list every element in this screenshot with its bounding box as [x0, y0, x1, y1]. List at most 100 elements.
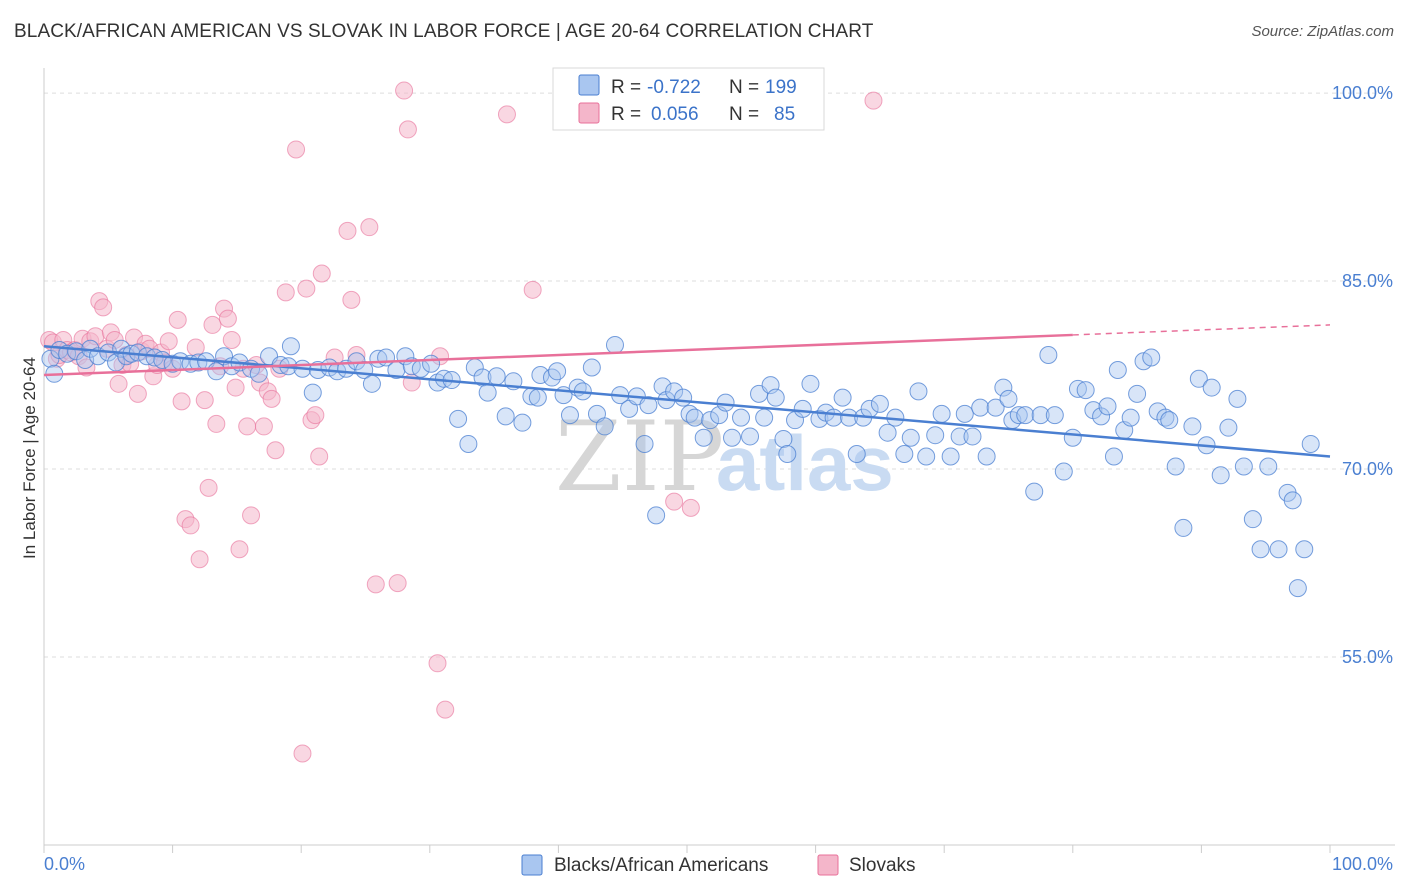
slovak-point — [230, 540, 249, 559]
slovak-point — [254, 417, 273, 436]
slovak-point — [266, 441, 285, 460]
watermark-atlas: atlas — [716, 419, 894, 507]
black-point — [303, 383, 322, 402]
y-tick-label: 100.0% — [1332, 83, 1393, 103]
black-point — [986, 398, 1005, 417]
y-tick-label: 55.0% — [1342, 647, 1393, 667]
black-point — [1121, 408, 1140, 427]
legend-r-label: R = — [611, 104, 641, 125]
black-point — [909, 382, 928, 401]
legend-swatch-slovaks — [817, 854, 839, 876]
slovak-point — [306, 406, 325, 425]
legend-r-value: 0.056 — [651, 104, 699, 125]
slovak-point — [276, 283, 295, 302]
slovak-point — [665, 492, 684, 511]
black-point — [950, 427, 969, 446]
slovak-point — [181, 516, 200, 535]
black-point — [674, 388, 693, 407]
black-point — [1009, 406, 1028, 425]
black-point — [1054, 462, 1073, 481]
legend-n-value: 199 — [765, 77, 797, 98]
black-point — [1076, 381, 1095, 400]
slovak-point — [94, 298, 113, 317]
black-point — [685, 408, 704, 427]
black-point — [1092, 407, 1111, 426]
black-point — [694, 428, 713, 447]
black-point — [1045, 406, 1064, 425]
black-point — [833, 388, 852, 407]
black-point — [847, 444, 866, 463]
x-tick-label: 0.0% — [44, 854, 85, 874]
slovak-point — [203, 315, 222, 334]
black-point — [1295, 540, 1314, 559]
slovak-point — [222, 330, 241, 349]
slovak-point — [395, 81, 414, 100]
black-point — [528, 388, 547, 407]
slovak-point — [172, 392, 191, 411]
black-point — [977, 447, 996, 466]
legend-r-label: R = — [611, 77, 641, 98]
black-point — [1039, 345, 1058, 364]
black-point — [774, 429, 793, 448]
black-point — [487, 367, 506, 386]
black-point — [1104, 447, 1123, 466]
black-point — [1016, 406, 1035, 425]
black-point — [955, 404, 974, 423]
black-point — [878, 423, 897, 442]
black-point — [635, 434, 654, 453]
black-point — [870, 394, 889, 413]
black-point — [1166, 457, 1185, 476]
black-point — [971, 398, 990, 417]
slovak-point — [360, 218, 379, 237]
black-point — [422, 354, 441, 373]
black-point — [716, 393, 735, 412]
series-legend: Blacks/African Americans Slovaks — [521, 854, 916, 876]
y-axis-label: In Labor Force | Age 20-64 — [20, 357, 39, 559]
black-point — [207, 362, 226, 381]
legend-r-value: -0.722 — [647, 77, 701, 98]
black-point — [548, 362, 567, 381]
black-point — [1063, 428, 1082, 447]
black-point — [1202, 378, 1221, 397]
black-point — [840, 408, 859, 427]
black-point — [1142, 348, 1161, 367]
black-point — [560, 406, 579, 425]
black-point — [1228, 389, 1247, 408]
black-point — [1234, 457, 1253, 476]
black-point — [999, 389, 1018, 408]
black-point — [531, 366, 550, 385]
slovak-trend-line — [43, 333, 1073, 377]
slovak-point — [497, 105, 516, 124]
y-tick-label: 70.0% — [1342, 459, 1393, 479]
slovak-point — [864, 91, 883, 110]
black-point — [1174, 518, 1193, 537]
slovak-point — [681, 498, 700, 517]
slovak-point — [218, 309, 237, 328]
black-point — [1098, 397, 1117, 416]
black-point — [917, 447, 936, 466]
stats-legend: R = -0.722 N = 199 R = 0.056 N = 85 — [552, 67, 825, 131]
slovak-point — [159, 332, 178, 351]
slovak-point — [238, 417, 257, 436]
black-point — [755, 408, 774, 427]
black-point — [1301, 434, 1320, 453]
black-point — [741, 427, 760, 446]
black-point — [723, 428, 742, 447]
slovak-point — [342, 290, 361, 309]
black-point — [701, 411, 720, 430]
black-point — [513, 413, 532, 432]
slovak-point — [168, 310, 187, 329]
black-point — [582, 358, 601, 377]
slovak-point — [293, 744, 312, 763]
legend-n-value: 85 — [774, 104, 795, 125]
slovak-point — [428, 654, 447, 673]
legend-n-label: N = — [729, 77, 759, 98]
black-point — [766, 388, 785, 407]
slovak-point — [523, 280, 542, 299]
slovak-point — [297, 279, 316, 298]
black-point — [605, 335, 624, 354]
slovak-point — [109, 374, 128, 393]
slovak-point — [128, 384, 147, 403]
black-point — [994, 378, 1013, 397]
slovak-point — [199, 478, 218, 497]
